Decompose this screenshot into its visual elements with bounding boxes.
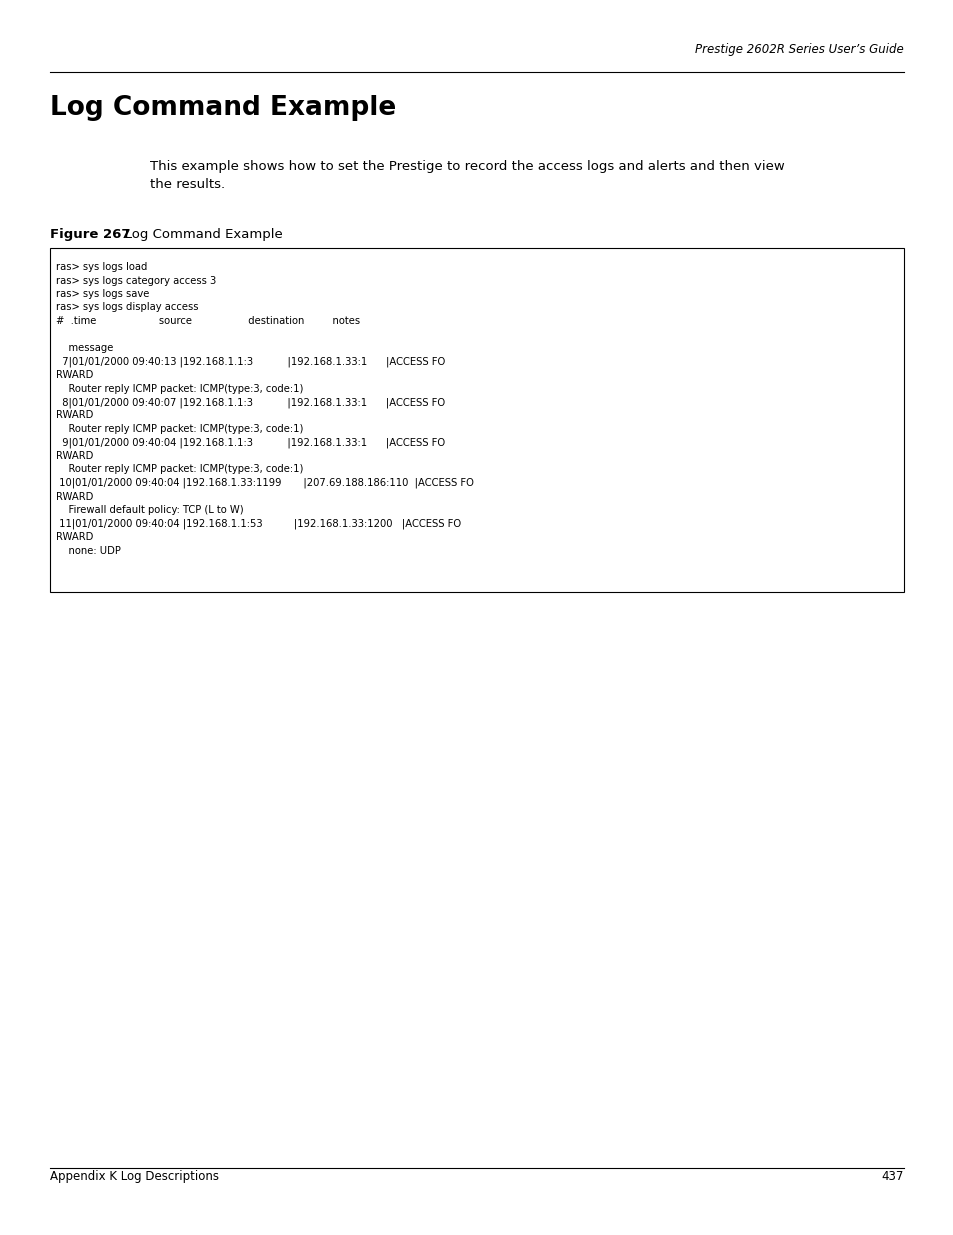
Text: Figure 267: Figure 267 — [50, 228, 131, 241]
Bar — [50, 248, 903, 592]
Text: #  .time                    source                  destination         notes: # .time source destination notes — [56, 316, 359, 326]
Text: the results.: the results. — [150, 178, 225, 191]
Text: 10|01/01/2000 09:40:04 |192.168.1.33:1199       |207.69.188.186:110  |ACCESS FO: 10|01/01/2000 09:40:04 |192.168.1.33:119… — [56, 478, 474, 489]
Text: 8|01/01/2000 09:40:07 |192.168.1.1:3           |192.168.1.33:1      |ACCESS FO: 8|01/01/2000 09:40:07 |192.168.1.1:3 |19… — [56, 396, 445, 408]
Text: Prestige 2602R Series User’s Guide: Prestige 2602R Series User’s Guide — [695, 43, 903, 56]
Text: Log Command Example: Log Command Example — [112, 228, 282, 241]
Text: Router reply ICMP packet: ICMP(type:3, code:1): Router reply ICMP packet: ICMP(type:3, c… — [56, 424, 303, 433]
Text: RWARD: RWARD — [56, 492, 93, 501]
Text: 7|01/01/2000 09:40:13 |192.168.1.1:3           |192.168.1.33:1      |ACCESS FO: 7|01/01/2000 09:40:13 |192.168.1.1:3 |19… — [56, 357, 445, 367]
Text: ras> sys logs load: ras> sys logs load — [56, 262, 147, 272]
Text: RWARD: RWARD — [56, 451, 93, 461]
Text: ras> sys logs display access: ras> sys logs display access — [56, 303, 198, 312]
Text: RWARD: RWARD — [56, 410, 93, 420]
Text: This example shows how to set the Prestige to record the access logs and alerts : This example shows how to set the Presti… — [150, 161, 784, 173]
Text: Firewall default policy: TCP (L to W): Firewall default policy: TCP (L to W) — [56, 505, 243, 515]
Text: 437: 437 — [881, 1170, 903, 1183]
Text: Router reply ICMP packet: ICMP(type:3, code:1): Router reply ICMP packet: ICMP(type:3, c… — [56, 384, 303, 394]
Text: 11|01/01/2000 09:40:04 |192.168.1.1:53          |192.168.1.33:1200   |ACCESS FO: 11|01/01/2000 09:40:04 |192.168.1.1:53 |… — [56, 519, 460, 529]
Text: none: UDP: none: UDP — [56, 546, 121, 556]
Text: Appendix K Log Descriptions: Appendix K Log Descriptions — [50, 1170, 219, 1183]
Text: RWARD: RWARD — [56, 370, 93, 380]
Text: ras> sys logs category access 3: ras> sys logs category access 3 — [56, 275, 216, 285]
Text: Log Command Example: Log Command Example — [50, 95, 395, 121]
Text: 9|01/01/2000 09:40:04 |192.168.1.1:3           |192.168.1.33:1      |ACCESS FO: 9|01/01/2000 09:40:04 |192.168.1.1:3 |19… — [56, 437, 445, 448]
Text: Router reply ICMP packet: ICMP(type:3, code:1): Router reply ICMP packet: ICMP(type:3, c… — [56, 464, 303, 474]
Text: ras> sys logs save: ras> sys logs save — [56, 289, 150, 299]
Text: RWARD: RWARD — [56, 532, 93, 542]
Text: message: message — [56, 343, 113, 353]
